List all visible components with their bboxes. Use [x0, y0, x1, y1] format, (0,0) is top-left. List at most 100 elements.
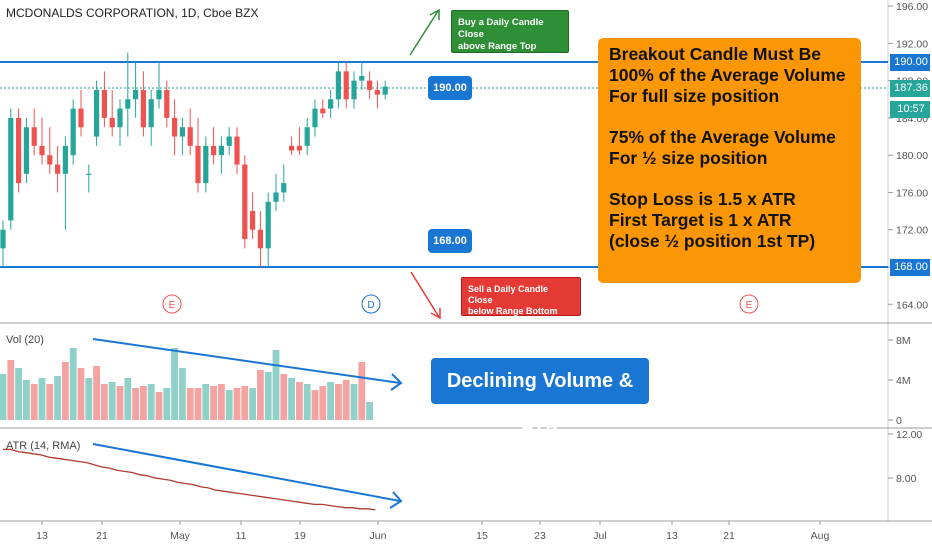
time-axis-tick-label: 15 [476, 530, 488, 542]
volume-bar [342, 380, 350, 420]
volume-bar [179, 368, 186, 420]
candle-body [23, 127, 29, 174]
atr-trend-arrow[interactable] [92, 443, 403, 509]
rules-note[interactable]: Breakout Candle Must Be 100% of the Aver… [598, 38, 861, 283]
candle-body [156, 89, 162, 100]
candle-body [94, 89, 100, 137]
price-axis-tick-label: 176.00 [896, 187, 928, 199]
candle-body [218, 145, 224, 156]
volume-bar [155, 392, 163, 420]
candle-body [16, 117, 22, 184]
candle-body [203, 145, 209, 184]
rules-line-5: 75% of the Average Volume [609, 127, 836, 147]
sell-arrow[interactable] [410, 271, 441, 320]
volume-bar [62, 362, 69, 420]
volume-bar [280, 374, 288, 420]
range-bottom-label[interactable]: 168.00 [428, 229, 472, 253]
time-axis-tick-label: 13 [36, 530, 48, 542]
volume-bar [171, 348, 178, 420]
atr-axis-tick-label: 12.00 [896, 429, 922, 441]
volume-bar [350, 384, 358, 420]
candle-body [242, 164, 248, 240]
candle-body [281, 183, 287, 193]
earnings-marker-2-text: E [746, 300, 753, 311]
candle-body [312, 108, 318, 128]
volume-trend-arrow[interactable] [92, 338, 403, 391]
price-axis-tick-label: 192.00 [896, 38, 928, 50]
earnings-marker-2[interactable]: E [739, 294, 759, 314]
candle-body [250, 211, 256, 230]
candle-body [125, 99, 131, 109]
candle-body [382, 86, 388, 95]
atr-pane-label[interactable]: ATR (14, RMA) [6, 440, 81, 452]
volume-bar [303, 384, 311, 420]
candle-body [0, 229, 6, 249]
time-axis-tick-label: May [170, 530, 191, 542]
candle-body [195, 145, 201, 184]
earnings-marker-1[interactable]: E [162, 294, 182, 314]
volume-bar [77, 368, 85, 420]
candle-body [265, 201, 271, 249]
volume-axis-tick-label: 8M [896, 335, 911, 347]
volume-bar [241, 386, 249, 420]
candle-body [273, 192, 279, 202]
time-axis-tick-label: Aug [811, 530, 830, 542]
candle-body [226, 136, 232, 146]
volume-bar [366, 402, 373, 420]
candle-body [359, 75, 365, 81]
range-top-price-text: 190.00 [894, 56, 928, 68]
volume-bar [101, 384, 108, 420]
atr-axis-tick-label: 8.00 [896, 473, 917, 485]
symbol-title: MCDONALDS CORPORATION, 1D, Cboe BZX [6, 6, 259, 20]
candle-body [164, 89, 170, 118]
sell-callout[interactable]: Sell a Daily Candle Close below Range Bo… [461, 277, 581, 316]
price-axis-tick-label: 172.00 [896, 225, 928, 237]
buy-callout-line-2: above Range Top [458, 41, 537, 52]
candle-body [257, 229, 263, 249]
volume-bar [7, 360, 15, 420]
volume-bar [335, 384, 342, 420]
candle-body [351, 80, 357, 100]
volume-bar [163, 388, 171, 420]
volume-bar [257, 370, 264, 420]
rules-line-6: For ½ size position [609, 148, 768, 168]
candle-body [179, 127, 185, 137]
volume-pane-label[interactable]: Vol (20) [6, 334, 44, 346]
earnings-marker-1-text: E [169, 300, 176, 311]
time-axis-tick-label: Jul [593, 530, 606, 542]
candle-body [304, 127, 310, 146]
last-price-text: 187.36 [894, 82, 928, 94]
buy-callout[interactable]: Buy a Daily Candle Close above Range Top [451, 10, 569, 53]
candle-body [109, 117, 115, 128]
volume-bar [233, 388, 241, 420]
dividend-marker[interactable]: D [361, 294, 381, 314]
countdown-tag [890, 101, 930, 118]
volume-bar [85, 378, 93, 420]
volume-bar [194, 388, 202, 420]
candle-body [211, 145, 217, 156]
range-top-label[interactable]: 190.00 [428, 76, 472, 100]
candle-body [335, 71, 341, 100]
volume-bar [69, 348, 77, 420]
volume-bar [147, 384, 155, 420]
volume-bar [124, 378, 132, 420]
price-axis-tick-label: 180.00 [896, 150, 928, 162]
candle-body [140, 89, 146, 128]
volume-bar [272, 350, 280, 420]
time-axis-tick-label: 19 [294, 530, 306, 542]
rules-line-8: Stop Loss is 1.5 x ATR [609, 189, 796, 209]
volume-bar [54, 376, 61, 420]
time-axis-tick-label: 21 [96, 530, 108, 542]
volume-bar [38, 378, 46, 420]
candle-body [374, 89, 380, 95]
volume-axis-tick-label: 4M [896, 375, 911, 387]
declining-volume-note[interactable]: Declining Volume & ATR [431, 358, 649, 438]
candle-body [187, 127, 193, 146]
candle-body [70, 108, 76, 156]
volume-bar [327, 382, 334, 420]
time-axis-tick-label: 23 [534, 530, 546, 542]
buy-arrow[interactable] [409, 8, 440, 56]
time-axis-tick-label: 13 [666, 530, 678, 542]
volume-bar [288, 378, 295, 420]
